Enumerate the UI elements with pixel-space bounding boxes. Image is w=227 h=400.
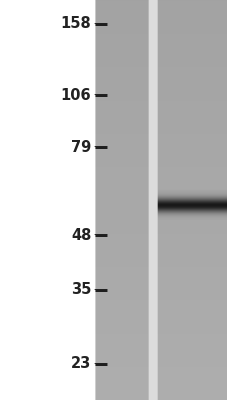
Text: 106: 106 [61, 88, 91, 102]
Text: 35: 35 [71, 282, 91, 298]
Text: 79: 79 [71, 140, 91, 154]
Text: —: — [93, 140, 106, 154]
Text: —: — [93, 284, 106, 296]
Text: 23: 23 [71, 356, 91, 372]
Text: —: — [93, 88, 106, 102]
Text: —: — [93, 358, 106, 370]
Text: —: — [93, 18, 106, 30]
Text: —: — [93, 228, 106, 242]
Text: 48: 48 [71, 228, 91, 242]
Text: 158: 158 [60, 16, 91, 32]
